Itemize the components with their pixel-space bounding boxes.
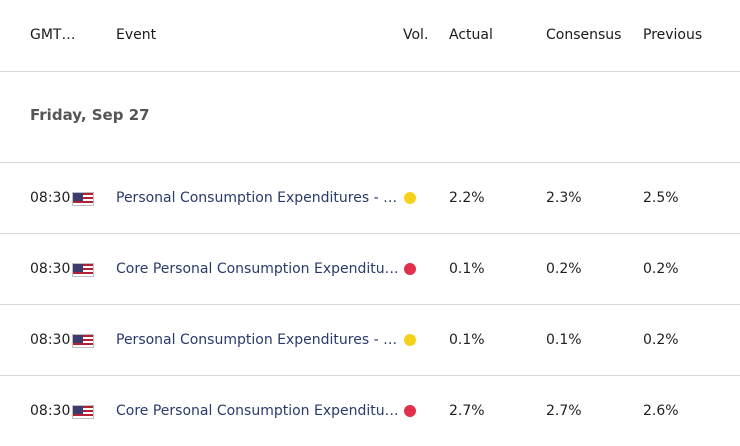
event-name[interactable]: Core Personal Consumption Expenditur… (116, 403, 403, 419)
volatility-medium-icon (404, 334, 416, 346)
event-time: 08:30 (30, 403, 71, 419)
calendar-header: GMT… Event Vol. Actual Consensus Previou… (0, 0, 740, 72)
date-label: Friday, Sep 27 (30, 106, 150, 124)
event-previous: 0.2% (643, 261, 679, 277)
volatility-high-icon (404, 405, 416, 417)
event-actual: 0.1% (449, 332, 485, 348)
event-name[interactable]: Core Personal Consumption Expenditur… (116, 261, 403, 277)
us-flag-icon (72, 405, 94, 419)
event-time: 08:30 (30, 332, 71, 348)
date-group-row: Friday, Sep 27 (0, 72, 740, 163)
event-time: 08:30 (30, 261, 71, 277)
us-flag-icon (72, 334, 94, 348)
header-actual: Actual (449, 27, 493, 43)
header-consensus: Consensus (546, 27, 622, 43)
event-actual: 0.1% (449, 261, 485, 277)
header-vol: Vol. (403, 27, 429, 43)
event-consensus: 2.3% (546, 190, 582, 206)
event-row[interactable]: 08:30 Personal Consumption Expenditures … (0, 163, 740, 234)
event-actual: 2.7% (449, 403, 485, 419)
header-previous: Previous (643, 27, 703, 43)
header-gmt[interactable]: GMT… (30, 27, 76, 43)
event-consensus: 0.2% (546, 261, 582, 277)
event-row[interactable]: 08:30 Core Personal Consumption Expendit… (0, 376, 740, 446)
volatility-high-icon (404, 263, 416, 275)
event-name[interactable]: Personal Consumption Expenditures - P… (116, 190, 403, 206)
event-consensus: 2.7% (546, 403, 582, 419)
event-row[interactable]: 08:30 Personal Consumption Expenditures … (0, 305, 740, 376)
event-previous: 0.2% (643, 332, 679, 348)
event-row[interactable]: 08:30 Core Personal Consumption Expendit… (0, 234, 740, 305)
header-event: Event (116, 27, 157, 43)
event-time: 08:30 (30, 190, 71, 206)
volatility-medium-icon (404, 192, 416, 204)
us-flag-icon (72, 192, 94, 206)
us-flag-icon (72, 263, 94, 277)
event-consensus: 0.1% (546, 332, 582, 348)
event-actual: 2.2% (449, 190, 485, 206)
event-previous: 2.5% (643, 190, 679, 206)
event-name[interactable]: Personal Consumption Expenditures - P… (116, 332, 403, 348)
event-previous: 2.6% (643, 403, 679, 419)
